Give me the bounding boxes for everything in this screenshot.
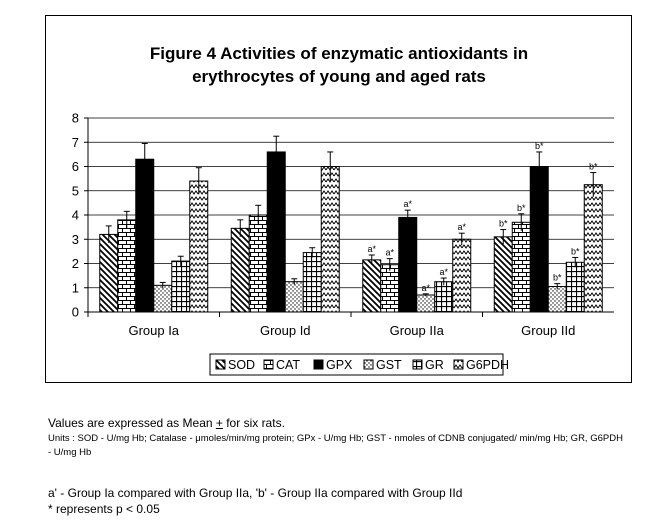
bar-gpx — [135, 158, 155, 313]
note-units: Units : SOD - U/mg Hb; Catalase - μmoles… — [48, 433, 623, 458]
significance-label: b* — [589, 162, 598, 172]
x-category-label: Group Ia — [128, 323, 179, 338]
note-comparison: a' - Group Ia compared with Group IIa, '… — [48, 486, 463, 500]
bar-gst — [416, 294, 436, 313]
note-significance: * represents p < 0.05 — [48, 502, 160, 516]
y-tick-label: 8 — [72, 111, 79, 126]
y-tick-label: 6 — [72, 159, 79, 174]
bar-cat — [511, 221, 531, 313]
bar-sod — [230, 227, 250, 313]
legend-swatch-gpx — [313, 359, 324, 370]
chart-title-line-1: Figure 4 Activities of enzymatic antioxi… — [150, 44, 528, 63]
bar-gst — [153, 284, 173, 313]
note-values: Values are expressed as Mean + for six r… — [48, 416, 285, 430]
legend-swatch-gr — [412, 359, 423, 370]
significance-label: b* — [571, 246, 580, 256]
y-tick-label: 7 — [72, 135, 79, 150]
bar-gr — [302, 252, 322, 313]
bar-g6pdh — [452, 238, 472, 313]
bar-gpx — [398, 216, 418, 313]
significance-label: b* — [535, 141, 544, 151]
y-tick-label: 0 — [72, 305, 79, 320]
bar-gr — [434, 281, 454, 313]
legend-swatch-cat — [263, 359, 274, 370]
x-category-label: Group IId — [521, 323, 575, 338]
bar-gr — [565, 261, 585, 313]
bar-cat — [248, 214, 268, 313]
chart-svg: Figure 4 Activities of enzymatic antioxi… — [72, 44, 614, 376]
note-values-prefix: Values are expressed as Mean — [48, 416, 216, 430]
bar-gst — [547, 286, 567, 313]
y-tick-label: 3 — [72, 232, 79, 247]
y-tick-label: 2 — [72, 256, 79, 271]
y-tick-label: 1 — [72, 280, 79, 295]
significance-label: a* — [457, 222, 466, 232]
legend-label-gr: GR — [425, 358, 444, 372]
significance-label: a* — [403, 199, 412, 209]
y-tick-label: 4 — [72, 208, 79, 223]
y-tick-label: 5 — [72, 183, 79, 198]
chart-frame: Figure 4 Activities of enzymatic antioxi… — [45, 15, 632, 383]
bar-g6pdh — [320, 166, 340, 313]
significance-label: b* — [499, 219, 508, 229]
significance-label: b* — [517, 203, 526, 213]
legend-label-gst: GST — [376, 358, 402, 372]
legend-swatch-gst — [363, 359, 374, 370]
note-values-suffix: for six rats. — [222, 416, 285, 430]
bar-g6pdh — [189, 180, 209, 313]
bar-sod — [362, 259, 382, 313]
bar-cat — [380, 264, 400, 313]
x-category-label: Group Id — [260, 323, 311, 338]
bar-sod — [99, 233, 119, 313]
significance-label: b* — [553, 273, 562, 283]
legend-label-cat: CAT — [276, 358, 300, 372]
bar-gr — [171, 260, 191, 313]
significance-label: a* — [439, 267, 448, 277]
legend-swatch-sod — [215, 359, 226, 370]
significance-label: a* — [367, 244, 376, 254]
chart-title-line-2: erythrocytes of young and aged rats — [192, 67, 486, 86]
significance-label: a* — [421, 283, 430, 293]
bar-gst — [284, 281, 304, 313]
bar-gpx — [529, 166, 549, 313]
significance-label: a* — [385, 248, 394, 258]
legend-swatch-g6pdh — [453, 359, 464, 370]
bar-cat — [117, 219, 137, 313]
legend-label-sod: SOD — [228, 358, 255, 372]
legend-box — [209, 353, 504, 376]
bar-g6pdh — [583, 184, 603, 313]
note-plus-minus: + — [215, 416, 223, 430]
bar-sod — [493, 236, 513, 313]
legend-label-gpx: GPX — [326, 358, 353, 372]
legend-label-g6pdh: G6PDH — [466, 358, 509, 372]
bar-gpx — [266, 151, 286, 313]
x-category-label: Group IIa — [390, 323, 445, 338]
